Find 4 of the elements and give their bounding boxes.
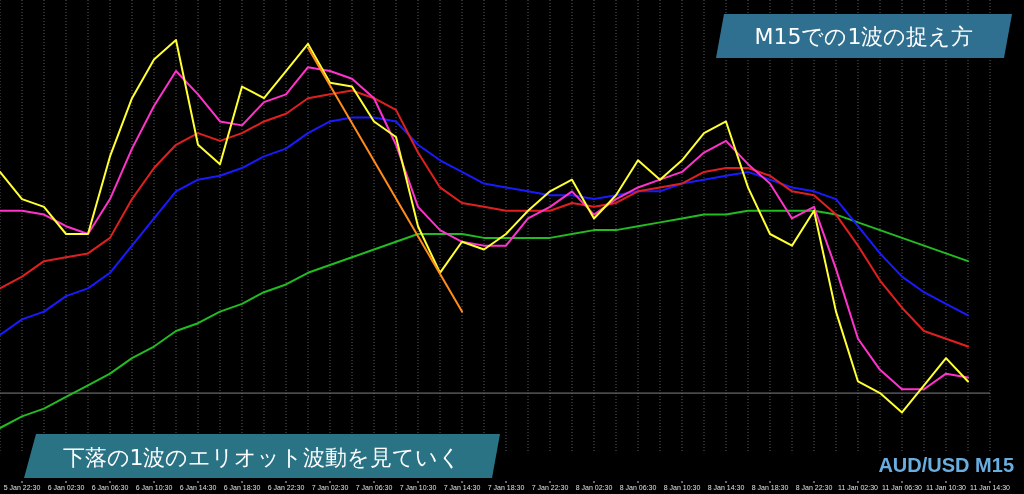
text: AUD/USD M15 — [878, 454, 1014, 476]
title-banner: M15での1波の捉え方 — [716, 14, 1012, 58]
chart-title: M15での1波の捉え方 — [754, 24, 974, 49]
text: 下落の1波のエリオット波動を見ていく — [62, 445, 462, 470]
